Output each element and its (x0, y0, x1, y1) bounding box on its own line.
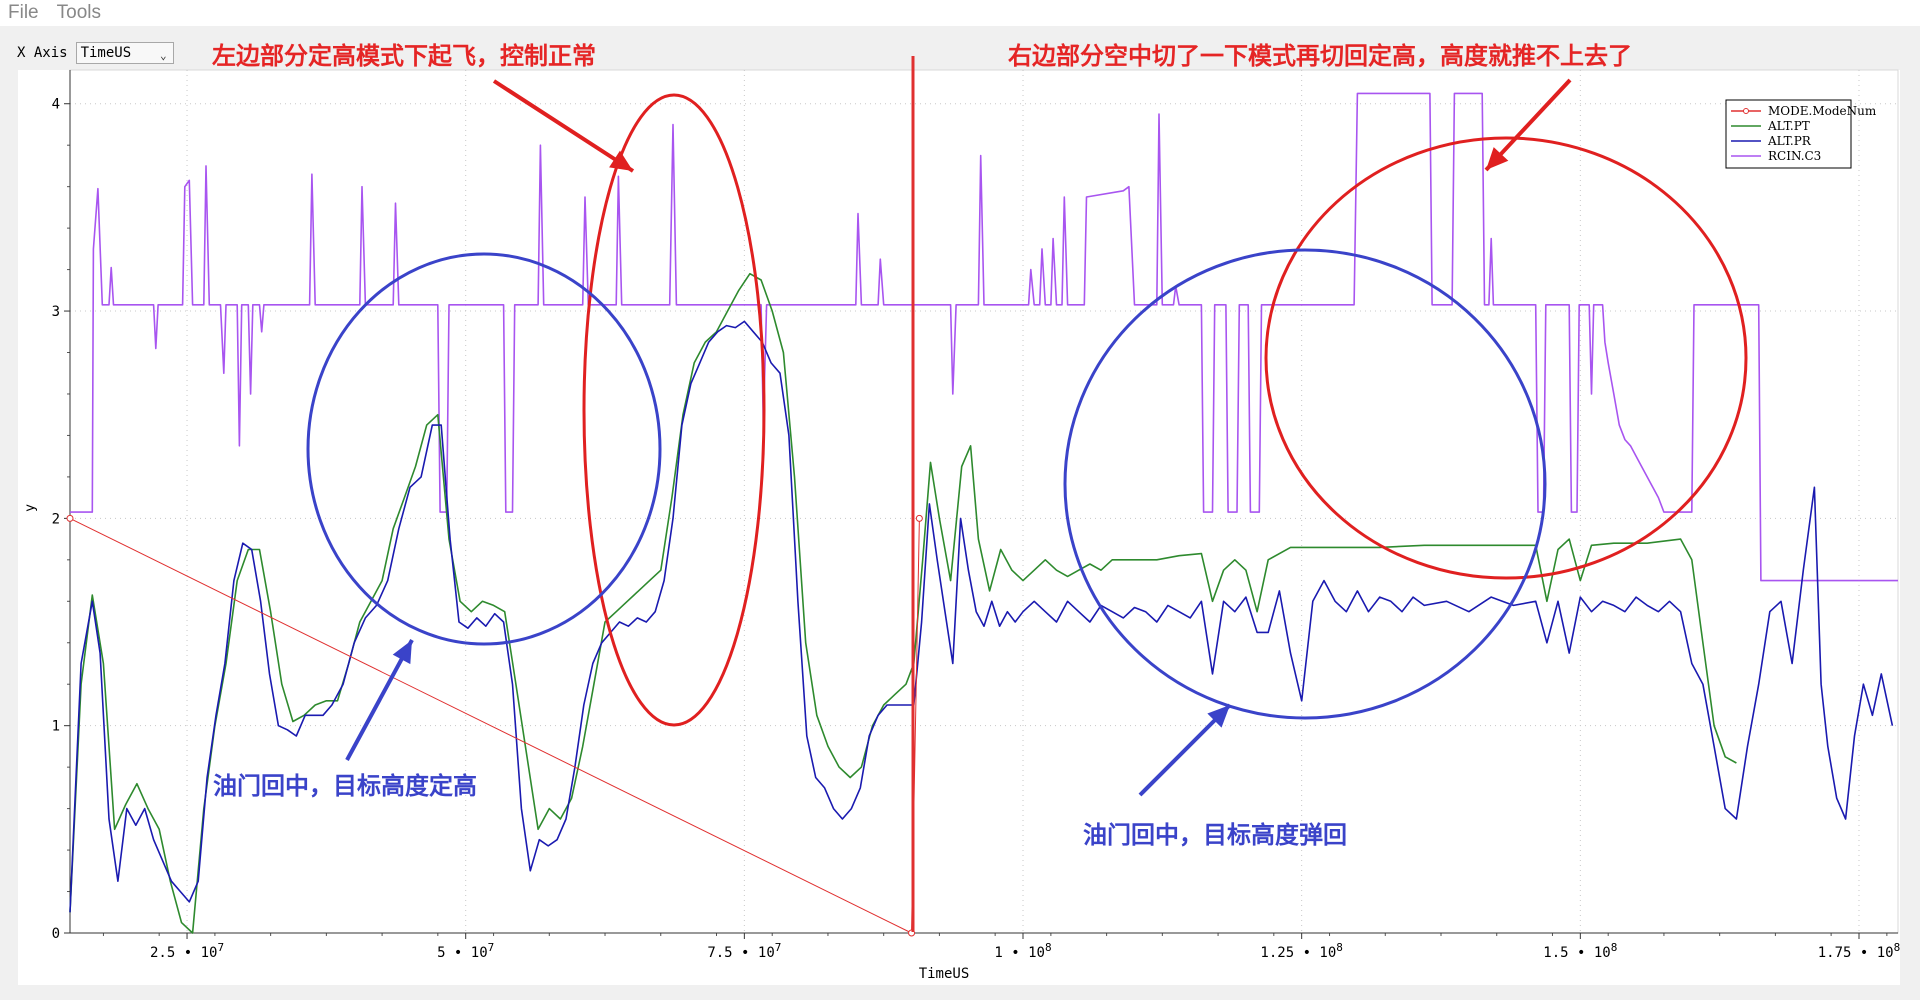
x-tick-label: 1.75 • 108 (1818, 941, 1900, 961)
legend-label: MODE.ModeNum (1768, 104, 1877, 118)
x-axis-label: X Axis (17, 45, 68, 61)
arrow-red-left (492, 79, 635, 173)
arrow-head (1207, 705, 1230, 728)
annotation-ellipses (306, 56, 1748, 932)
menu-file[interactable]: File (8, 2, 39, 23)
annotation-bottom-left: 油门回中，目标高度定高 (213, 772, 477, 800)
y-axis-title: y (23, 504, 38, 512)
axes-layer: 2.5 • 107 5 • 107 7.5 • 107 1 • 108 1.25 • 1… (23, 70, 1900, 982)
series-alt-pt (69, 272, 1737, 934)
arrow-head (1486, 147, 1509, 170)
y-tick-label: 2 (52, 511, 60, 527)
series-alt-pr (69, 320, 1894, 913)
menu-bar: File Tools (0, 0, 1920, 26)
ellipse-red-left (582, 93, 766, 727)
plot-background (18, 70, 1900, 985)
legend-label: ALT.PT (1767, 119, 1810, 133)
arrow-blue-left (345, 639, 414, 761)
chevron-down-icon: ⌄ (159, 49, 167, 62)
legend-label: ALT.PR (1767, 134, 1812, 148)
x-tick-label: 7.5 • 107 (707, 941, 781, 961)
x-tick-label: 2.5 • 107 (150, 941, 224, 961)
ellipse-blue-right (1063, 248, 1547, 720)
y-tick-label: 3 (52, 304, 60, 320)
annotation-bottom-right: 油门回中，目标高度弹回 (1083, 821, 1347, 849)
x-tick-label: 5 • 107 (437, 941, 494, 961)
x-axis-bar: X Axis TimeUS ⌄ (0, 38, 174, 68)
arrow-head (609, 150, 633, 171)
arrow-head (392, 640, 412, 665)
mode-point (66, 514, 74, 522)
annotation-top-right: 右边部分空中切了一下模式再切回定高，高度就推不上去了 (1008, 42, 1632, 70)
x-axis-select[interactable]: TimeUS ⌄ (75, 42, 174, 64)
x-tick-label: 1 • 108 (994, 941, 1051, 961)
arrow-shaft (492, 79, 635, 173)
arrow-shaft (345, 639, 414, 761)
annotation-top-left: 左边部分定高模式下起飞，控制正常 (212, 42, 596, 70)
legend-marker (1743, 108, 1749, 114)
x-axis-title: TimeUS (919, 966, 970, 982)
x-tick-label: 1.5 • 108 (1543, 941, 1617, 961)
arrow-red-right (1484, 78, 1572, 172)
y-tick-label: 1 (52, 719, 60, 735)
series-layer (66, 92, 1898, 937)
series-rcin-c3 (70, 92, 1898, 582)
y-tick-label: 4 (52, 97, 60, 113)
mode-point (915, 514, 923, 522)
menu-tools[interactable]: Tools (56, 2, 101, 23)
ellipse-blue-left (306, 252, 662, 646)
arrow-blue-right (1138, 703, 1232, 797)
y-tick-label: 0 (52, 926, 60, 942)
x-tick-label: 1.25 • 108 (1260, 941, 1342, 961)
ellipse-red-right (1264, 136, 1748, 580)
x-axis-select-value: TimeUS (80, 45, 132, 61)
legend-label: RCIN.C3 (1768, 149, 1821, 163)
